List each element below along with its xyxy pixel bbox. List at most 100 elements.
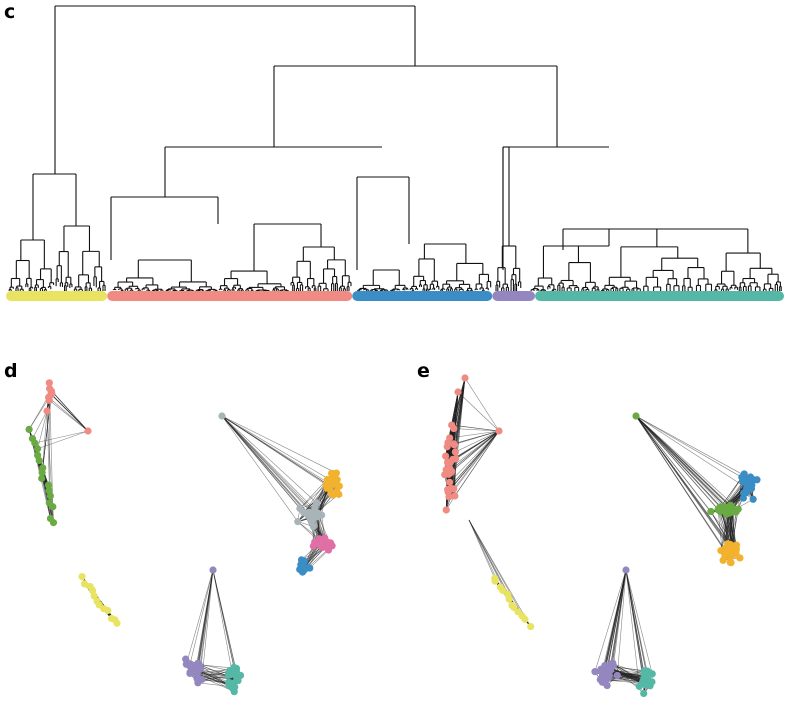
network-edge	[186, 569, 214, 665]
node-green	[44, 481, 53, 489]
node-yellow	[104, 606, 112, 615]
network-edge	[606, 569, 627, 673]
node-pink	[328, 542, 336, 550]
network-edge	[449, 430, 500, 483]
network-edge	[299, 484, 327, 509]
node-grey	[218, 412, 226, 420]
node-orange	[327, 489, 335, 497]
network-edge	[455, 430, 500, 453]
network-edge	[720, 509, 735, 551]
node-green	[25, 425, 33, 433]
network-edge	[454, 430, 500, 497]
dendrogram	[8, 5, 782, 292]
node-yellow	[491, 577, 499, 585]
network-edge	[453, 428, 500, 432]
node-green	[716, 507, 724, 516]
network-edge	[625, 569, 646, 685]
network-edge	[635, 415, 731, 558]
leaf-bar-segment-yellow	[6, 291, 108, 301]
network-edge	[635, 415, 737, 546]
dendrogram-leaf-color-bar	[6, 291, 784, 301]
node-yellow	[521, 615, 529, 623]
node-purple	[613, 671, 621, 680]
network-edge	[635, 415, 725, 507]
node-salmon	[448, 421, 456, 429]
node-teal	[230, 663, 238, 671]
node-orange	[726, 540, 735, 549]
node-purple	[622, 566, 630, 574]
network-edge	[221, 415, 304, 513]
node-yellow	[88, 586, 97, 595]
network-edge	[733, 481, 744, 510]
node-green	[632, 412, 640, 420]
network-edge	[625, 569, 653, 674]
node-grey	[308, 517, 316, 525]
network-d	[25, 379, 343, 696]
network-edge	[464, 377, 500, 432]
network-edge	[625, 569, 648, 677]
node-salmon	[84, 427, 92, 435]
node-purple	[198, 675, 206, 684]
network-edge	[448, 430, 500, 498]
node-green	[707, 507, 715, 516]
node-blue	[739, 494, 747, 502]
node-purple	[189, 665, 197, 673]
node-teal	[648, 678, 656, 686]
node-salmon	[43, 407, 51, 415]
node-yellow	[78, 573, 86, 581]
node-grey	[294, 518, 302, 526]
node-purple	[598, 678, 607, 686]
node-teal	[232, 672, 240, 680]
network-edge	[731, 509, 739, 549]
node-pink	[321, 534, 329, 542]
node-salmon	[47, 390, 55, 398]
network-edge	[221, 415, 317, 518]
network-edge	[309, 549, 329, 569]
network-edge	[42, 393, 52, 468]
network-edge	[37, 430, 89, 450]
network-edge	[635, 415, 742, 478]
node-teal	[640, 689, 648, 698]
node-orange	[323, 475, 332, 484]
network-edge	[453, 377, 466, 489]
network-edge	[457, 391, 500, 432]
node-teal	[224, 671, 232, 679]
node-purple	[209, 566, 217, 574]
node-blue	[749, 495, 757, 503]
node-pink	[309, 542, 317, 550]
node-blue	[740, 470, 748, 478]
leaf-bar-segment-teal	[535, 291, 784, 301]
leaf-bar-segment-blue	[352, 291, 493, 301]
network-edge	[212, 569, 239, 681]
node-blue	[744, 481, 752, 489]
network-edge	[613, 569, 627, 666]
network-edge	[34, 430, 89, 444]
node-salmon	[495, 427, 503, 435]
node-orange	[721, 553, 729, 561]
node-green	[31, 439, 39, 447]
node-teal	[227, 683, 236, 691]
node-salmon	[461, 374, 469, 382]
network-edge	[635, 415, 747, 489]
network-edge	[51, 390, 89, 432]
network-edge	[710, 511, 731, 545]
node-salmon	[445, 470, 453, 478]
network-edge	[635, 415, 731, 550]
node-yellow	[527, 622, 535, 631]
node-yellow	[499, 586, 507, 594]
node-blue	[753, 476, 761, 484]
node-green	[49, 519, 58, 527]
leaf-bar-segment-salmon	[107, 291, 353, 301]
network-edge	[635, 415, 750, 479]
network-edge	[447, 430, 500, 493]
node-purple	[607, 666, 615, 674]
network-edge	[221, 415, 332, 486]
network-edge	[468, 519, 531, 627]
leaf-bar-segment-purple	[492, 291, 536, 301]
network-edge	[201, 569, 214, 680]
network-edge	[635, 415, 721, 512]
network-edge	[453, 430, 500, 445]
network-edge	[221, 415, 317, 504]
node-teal	[640, 667, 648, 675]
